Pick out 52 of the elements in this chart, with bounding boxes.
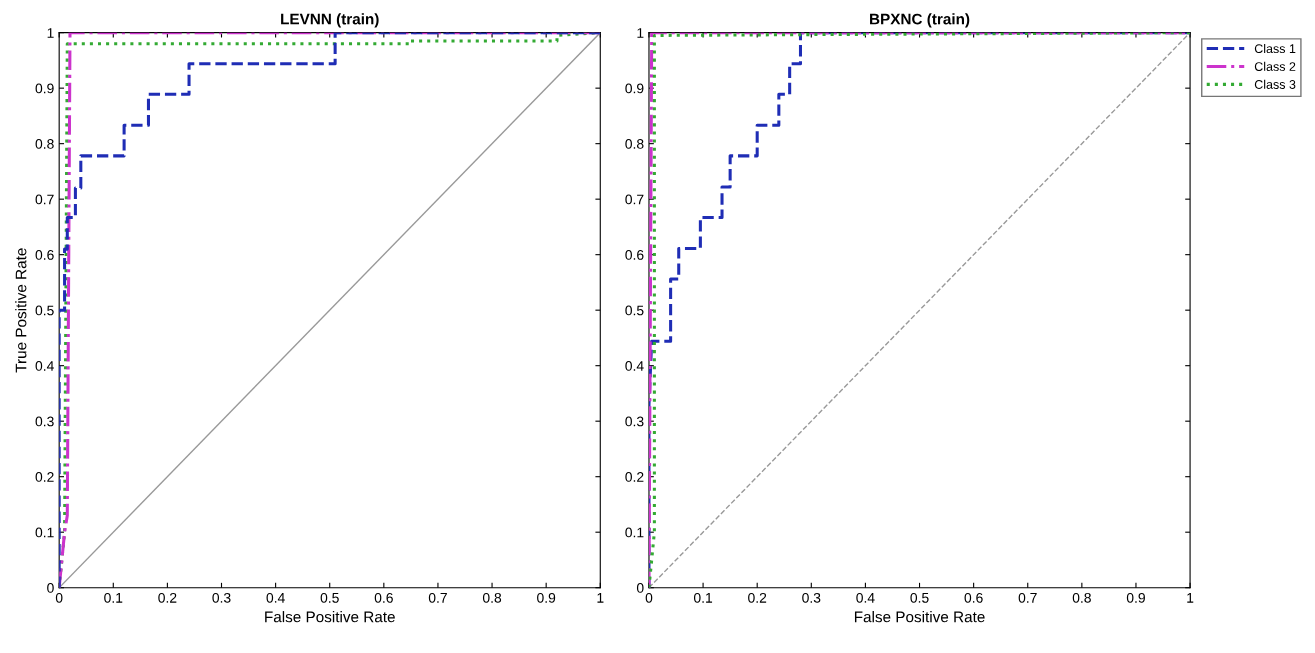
x-tick-label: 0.9 [537, 592, 556, 603]
x-tick-label: 0 [55, 592, 63, 603]
x-tick-label: 0.5 [320, 592, 339, 603]
legend-label: Class 3 [1254, 79, 1296, 89]
y-tick-label: 0.1 [35, 527, 54, 538]
x-tick-label: 0.9 [1126, 592, 1145, 603]
y-tick-label: 0 [636, 583, 644, 593]
x-tick-label: 0.5 [910, 592, 929, 603]
x-tick-label: 0.7 [1018, 592, 1037, 603]
x-tick-label: 0.4 [856, 592, 875, 603]
x-axis-title: False Positive Rate [854, 611, 985, 623]
x-tick-label: 1 [597, 593, 604, 603]
x-tick-label: 1 [1187, 593, 1194, 603]
x-tick-label: 0.3 [802, 592, 821, 603]
chart-title: BPXNC (train) [870, 13, 970, 28]
y-tick-label: 0.1 [625, 527, 644, 538]
y-tick-label: 0.9 [625, 83, 644, 94]
x-tick-label: 0.2 [748, 592, 767, 603]
y-tick-label: 0.5 [35, 305, 54, 316]
y-tick-label: 1 [637, 28, 644, 38]
y-tick-label: 1 [47, 28, 54, 38]
y-tick-label: 0.7 [35, 194, 54, 205]
x-tick-label: 0.3 [212, 592, 231, 603]
y-tick-label: 0.3 [35, 416, 54, 427]
x-tick-label: 0.6 [374, 592, 393, 603]
x-tick-label: 0.2 [158, 592, 177, 603]
y-tick-label: 0.8 [625, 138, 644, 149]
y-tick-label: 0.8 [35, 138, 54, 149]
y-tick-label: 0.5 [625, 305, 644, 316]
x-tick-label: 0.1 [693, 592, 713, 603]
y-tick-label: 0.2 [35, 472, 54, 482]
x-tick-label: 0.6 [964, 592, 983, 603]
y-tick-label: 0.4 [35, 361, 54, 371]
x-tick-label: 0.7 [428, 592, 447, 603]
legend-label: Class 1 [1254, 43, 1296, 54]
x-tick-label: 0.4 [266, 592, 285, 603]
y-tick-label: 0.9 [35, 83, 54, 94]
y-tick-label: 0.6 [35, 250, 54, 260]
y-tick-label: 0.7 [625, 194, 644, 205]
x-axis-title: False Positive Rate [265, 611, 395, 623]
x-tick-label: 0 [645, 592, 653, 603]
y-tick-label: 0.2 [625, 472, 644, 482]
legend-label: Class 2 [1254, 61, 1296, 71]
y-tick-label: 0 [47, 583, 54, 593]
x-tick-label: 0.1 [104, 592, 123, 603]
x-tick-label: 0.8 [1072, 592, 1091, 603]
chart-title: LEVNN (train) [281, 13, 379, 28]
x-tick-label: 0.8 [482, 592, 502, 603]
y-tick-label: 0.6 [625, 250, 644, 260]
y-tick-label: 0.4 [625, 361, 644, 371]
y-axis-title: True Positive Rate [15, 248, 27, 373]
y-tick-label: 0.3 [625, 416, 644, 427]
